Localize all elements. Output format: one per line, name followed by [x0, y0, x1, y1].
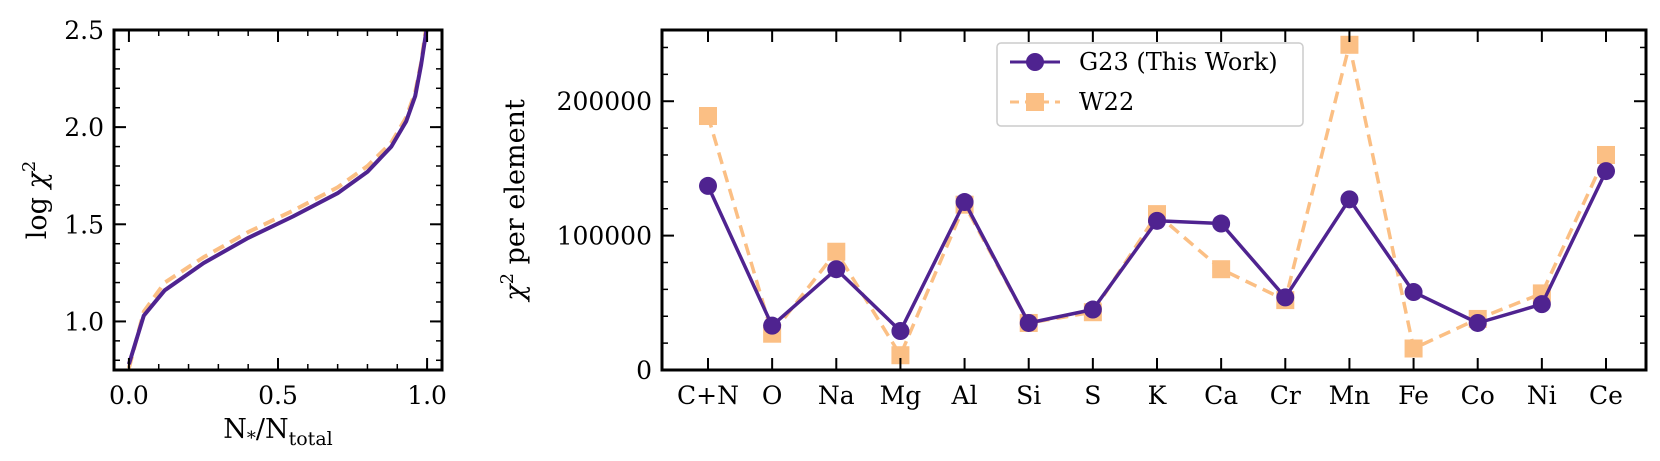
series-g23-point — [891, 322, 910, 341]
right-x-tick-label: Si — [1016, 381, 1041, 410]
left-x-tick-label: 0.0 — [109, 381, 149, 410]
legend-g23-marker — [1026, 53, 1044, 71]
right-y-tick-label: 0 — [636, 356, 652, 385]
series-g23-point — [1340, 190, 1359, 209]
left-series-group — [126, 30, 429, 369]
right-x-tick-label: Na — [818, 381, 855, 410]
legend: G23 (This Work) W22 — [996, 42, 1304, 127]
left-series-w22-line — [126, 30, 428, 369]
legend-g23-label: G23 (This Work) — [1079, 48, 1278, 76]
right-x-tick-label: Ni — [1527, 381, 1557, 410]
series-w22-point — [1212, 260, 1231, 279]
right-x-tick-label: O — [762, 381, 783, 410]
series-g23-point — [827, 260, 846, 279]
right-x-tick-label: Co — [1461, 381, 1495, 410]
left-y-tick-label: 2.0 — [64, 113, 104, 142]
series-g23-point — [1532, 295, 1551, 314]
left-chart: 0.0 0.5 1.0 1.0 1.5 2.0 2.5 N*/Ntotal log χ2 — [19, 16, 447, 450]
series-w22-point — [1404, 339, 1423, 358]
right-x-tick-label: Mn — [1329, 381, 1371, 410]
right-y-axis-label: χ2 per element — [497, 99, 531, 303]
right-x-tick-label: K — [1148, 381, 1168, 410]
left-y-tick-label: 1.0 — [64, 307, 104, 336]
right-x-tick-label: Cr — [1270, 381, 1301, 410]
left-x-axis-label: N*/Ntotal — [223, 414, 332, 450]
series-w22-point — [827, 242, 846, 261]
right-x-tick-label: S — [1084, 381, 1101, 410]
right-x-tick-label: Fe — [1398, 381, 1429, 410]
left-y-axis-label: log χ2 — [19, 161, 53, 240]
left-plot-frame — [112, 28, 444, 372]
right-y-tick-label: 200000 — [557, 87, 652, 116]
right-series-group — [699, 35, 1615, 365]
legend-w22-marker — [1026, 93, 1044, 111]
series-g23-point — [1597, 162, 1615, 181]
series-g23-point — [1148, 211, 1166, 230]
right-x-tick-label: C+N — [677, 381, 739, 410]
series-g23-point — [955, 193, 974, 212]
right-y-tick-label: 100000 — [557, 222, 652, 251]
right-ticks-group: C+N O Na Mg Al Si S K Ca Cr Mn Fe Co Ni Ce 0 100000 20000… — [557, 30, 1646, 410]
right-plot-frame — [660, 28, 1648, 372]
series-g23-point — [1019, 313, 1038, 332]
series-g23-point — [699, 176, 717, 195]
left-x-tick-label: 0.5 — [258, 381, 298, 410]
series-g23-point — [763, 316, 782, 335]
left-x-tick-label: 1.0 — [407, 381, 447, 410]
series-g23-point — [1468, 313, 1487, 332]
series-w22-point — [891, 346, 910, 365]
left-y-tick-label: 1.5 — [64, 210, 104, 239]
series-g23-point — [1212, 214, 1231, 233]
left-ticks-group: 0.0 0.5 1.0 1.0 1.5 2.0 2.5 — [64, 16, 447, 410]
right-x-tick-label: Mg — [880, 381, 922, 410]
series-w22-point — [699, 107, 717, 126]
right-x-tick-label: Ce — [1589, 381, 1623, 410]
legend-w22-label: W22 — [1079, 88, 1134, 116]
series-g23-point — [1083, 300, 1102, 319]
left-y-tick-label: 2.5 — [64, 16, 104, 45]
series-g23-point — [1404, 283, 1423, 302]
left-series-g23-line — [126, 30, 429, 365]
series-g23-point — [1276, 288, 1295, 307]
series-w22-point — [1340, 35, 1359, 54]
right-x-tick-label: Ca — [1204, 381, 1238, 410]
legend-box — [996, 42, 1304, 127]
series-w22-point — [1597, 145, 1615, 164]
right-x-tick-label: Al — [951, 381, 978, 410]
right-chart: C+N O Na Mg Al Si S K Ca Cr Mn Fe Co Ni Ce 0 100000 20000… — [497, 28, 1648, 410]
